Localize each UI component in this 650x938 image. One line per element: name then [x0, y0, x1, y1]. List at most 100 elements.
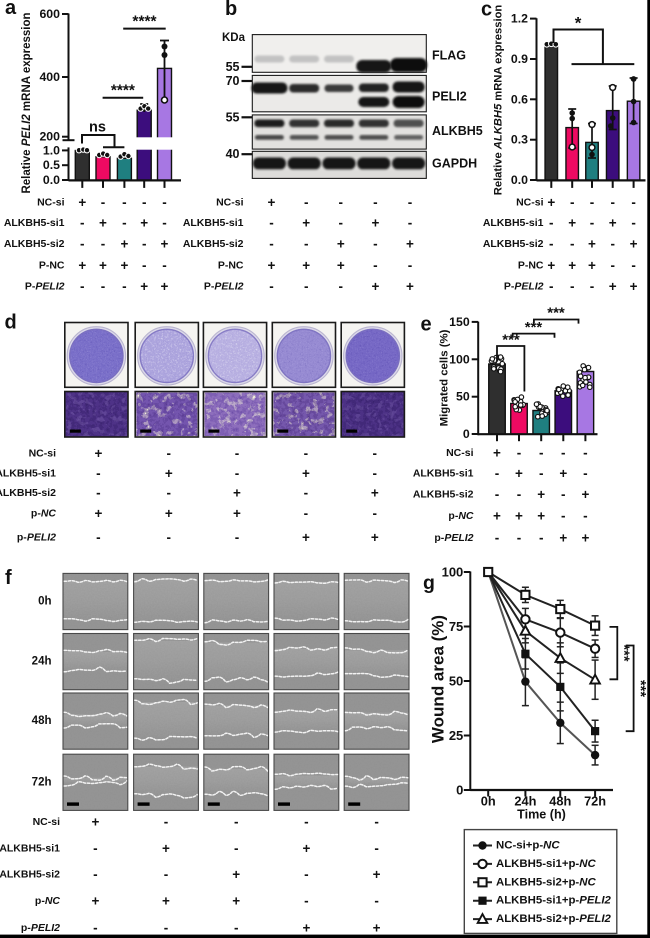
svg-text:-: - [80, 237, 85, 252]
svg-text:*: * [575, 14, 582, 33]
svg-text:+: + [120, 237, 128, 252]
svg-text:-: - [495, 530, 500, 545]
svg-text:-: - [590, 216, 595, 231]
svg-text:P-PELI2: P-PELI2 [504, 280, 544, 292]
svg-text:ALKBH5-si1: ALKBH5-si1 [483, 217, 544, 229]
svg-text:+: + [337, 258, 345, 273]
svg-text:ALKBH5-si1: ALKBH5-si1 [0, 843, 60, 855]
svg-text:-: - [164, 867, 169, 882]
svg-text:-: - [561, 509, 566, 524]
svg-text:55: 55 [226, 110, 240, 124]
svg-text:-: - [408, 195, 413, 210]
svg-text:****: **** [111, 83, 136, 100]
svg-text:50: 50 [449, 674, 463, 689]
svg-text:+: + [515, 509, 523, 524]
svg-text:ALKBH5-si2: ALKBH5-si2 [4, 238, 65, 250]
svg-text:-: - [234, 815, 239, 830]
svg-text:+: + [559, 530, 567, 545]
svg-text:-: - [570, 237, 575, 252]
svg-text:0.6: 0.6 [511, 92, 528, 106]
svg-text:25: 25 [449, 728, 463, 743]
svg-text:24h: 24h [32, 656, 52, 668]
svg-text:-: - [269, 216, 274, 231]
svg-text:+: + [120, 258, 128, 273]
svg-text:e: e [421, 314, 432, 336]
svg-text:-: - [549, 216, 554, 231]
svg-text:-: - [93, 921, 98, 936]
svg-text:+: + [268, 258, 276, 273]
svg-text:-: - [101, 195, 106, 210]
svg-text:ALKBH5-si1: ALKBH5-si1 [413, 468, 474, 480]
svg-text:+: + [91, 815, 99, 830]
svg-text:72h: 72h [584, 794, 606, 809]
svg-text:a: a [5, 0, 17, 19]
svg-text:200: 200 [39, 130, 60, 144]
svg-text:+: + [630, 237, 638, 252]
svg-text:P-PELI2: P-PELI2 [204, 280, 244, 292]
svg-text:-: - [374, 894, 379, 909]
svg-text:c: c [481, 0, 492, 21]
svg-text:NC-si: NC-si [33, 816, 61, 828]
svg-text:-: - [235, 466, 240, 481]
svg-text:-: - [374, 841, 379, 856]
svg-text:+: + [373, 867, 381, 882]
svg-text:Relative ALKBH5 mRNA expressio: Relative ALKBH5 mRNA expression [493, 5, 505, 196]
svg-text:p-PELI2: p-PELI2 [434, 532, 473, 544]
svg-text:****: **** [132, 13, 157, 30]
svg-text:-: - [304, 446, 309, 461]
svg-text:-: - [304, 815, 309, 830]
svg-text:-: - [408, 258, 413, 273]
svg-text:p-NC: p-NC [35, 895, 61, 907]
svg-text:+: + [140, 216, 148, 231]
svg-text:+: + [373, 921, 381, 936]
svg-text:-: - [590, 279, 595, 294]
svg-text:+: + [302, 921, 310, 936]
svg-text:-: - [517, 487, 522, 502]
svg-text:-: - [96, 466, 101, 481]
svg-text:NC-si: NC-si [516, 197, 544, 209]
svg-text:72h: 72h [32, 776, 52, 788]
svg-text:-: - [122, 279, 127, 294]
svg-text:NC-si: NC-si [37, 197, 65, 209]
svg-text:ALKBH5-si2: ALKBH5-si2 [183, 238, 244, 250]
svg-text:KDa: KDa [222, 32, 246, 44]
svg-text:0.3: 0.3 [511, 133, 528, 147]
svg-text:-: - [590, 195, 595, 210]
svg-text:-: - [269, 237, 274, 252]
svg-text:70: 70 [226, 74, 240, 88]
svg-text:-: - [549, 237, 554, 252]
svg-text:Time (h): Time (h) [517, 808, 566, 822]
svg-text:-: - [374, 815, 379, 830]
svg-text:75: 75 [449, 619, 463, 634]
svg-text:-: - [561, 445, 566, 460]
svg-text:p-NC: p-NC [448, 510, 474, 522]
svg-text:+: + [233, 486, 241, 501]
svg-text:0h: 0h [481, 794, 496, 809]
svg-text:b: b [225, 0, 237, 20]
svg-text:-: - [539, 466, 544, 481]
svg-text:+: + [515, 466, 523, 481]
svg-text:100: 100 [442, 565, 464, 580]
svg-text:P-PELI2: P-PELI2 [25, 280, 65, 292]
svg-text:-: - [93, 841, 98, 856]
svg-text:+: + [78, 258, 86, 273]
svg-text:-: - [101, 279, 106, 294]
svg-text:-: - [610, 195, 615, 210]
svg-text:-: - [96, 530, 101, 545]
svg-text:+: + [91, 894, 99, 909]
svg-text:Wound area (%): Wound area (%) [428, 615, 447, 743]
svg-text:ALKBH5-si2: ALKBH5-si2 [0, 487, 56, 499]
svg-text:-: - [561, 487, 566, 502]
svg-text:P-NC: P-NC [518, 259, 544, 271]
svg-text:0.0: 0.0 [43, 173, 60, 187]
svg-text:-: - [234, 841, 239, 856]
svg-text:+: + [493, 509, 501, 524]
svg-text:+: + [609, 279, 617, 294]
svg-text:-: - [304, 506, 309, 521]
svg-text:ALKBH5-si2+p-PELI2: ALKBH5-si2+p-PELI2 [496, 913, 612, 925]
svg-text:+: + [568, 216, 576, 231]
svg-text:0h: 0h [38, 596, 51, 608]
svg-text:+: + [371, 530, 379, 545]
svg-text:-: - [304, 867, 309, 882]
svg-text:48h: 48h [32, 715, 52, 727]
